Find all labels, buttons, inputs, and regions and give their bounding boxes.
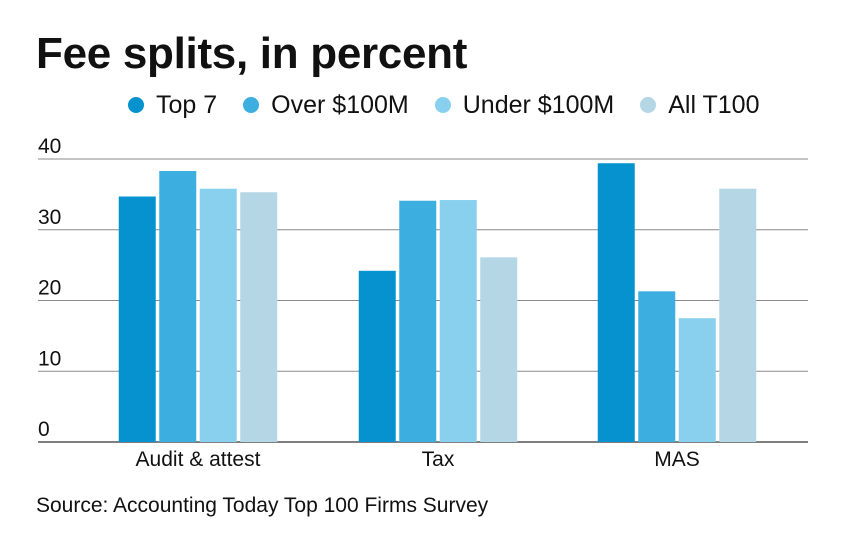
bar-all-t100-mas [719, 188, 757, 442]
legend-swatch-all-t100 [640, 97, 657, 113]
y-tick-label: 30 [38, 206, 61, 229]
bar-all-t100-tax [480, 257, 518, 442]
bar-over-100m-audit-attest [159, 171, 197, 442]
legend-item-over-100m: Over $100M [243, 90, 409, 120]
y-tick-label: 40 [38, 135, 61, 158]
legend-swatch-over-100m [243, 97, 260, 113]
x-tick-label: MAS [654, 448, 700, 471]
chart-title: Fee splits, in percent [36, 29, 468, 78]
legend-item-top-7: Top 7 [128, 90, 217, 120]
source-note: Source: Accounting Today Top 100 Firms S… [36, 494, 489, 517]
legend-label-top-7: Top 7 [156, 91, 218, 119]
bar-top-7-tax [358, 270, 396, 442]
bar-under-100m-mas [678, 318, 716, 442]
legend-label-over-100m: Over $100M [271, 91, 409, 119]
bar-top-7-audit-attest [118, 196, 156, 442]
bar-under-100m-tax [439, 200, 477, 442]
x-tick-label: Tax [422, 448, 455, 471]
bar-over-100m-mas [638, 291, 676, 442]
bar-over-100m-tax [399, 200, 437, 442]
legend-label-under-100m: Under $100M [462, 91, 615, 119]
y-tick-label: 10 [38, 347, 61, 370]
y-tick-label: 20 [38, 277, 61, 300]
legend-item-all-t100: All T100 [640, 90, 759, 120]
legend: Top 7 Over $100M Under $100M All T100 [128, 90, 759, 120]
legend-item-under-100m: Under $100M [434, 90, 615, 120]
bar-top-7-mas [597, 163, 635, 442]
bar-under-100m-audit-attest [199, 188, 237, 442]
legend-swatch-top-7 [128, 97, 144, 113]
bar-all-t100-audit-attest [240, 192, 278, 442]
x-tick-label: Audit & attest [136, 448, 261, 471]
legend-swatch-under-100m [434, 97, 451, 113]
y-tick-label: 0 [38, 418, 50, 441]
legend-label-all-t100: All T100 [668, 91, 760, 119]
